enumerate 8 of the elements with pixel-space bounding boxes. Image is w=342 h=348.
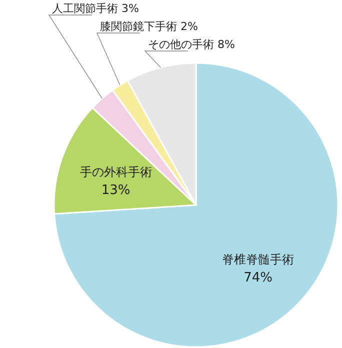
slice-label: 手の外科手術 <box>80 165 152 180</box>
data-label: 13% <box>101 183 130 198</box>
slice-label: その他の手術 8% <box>148 38 235 51</box>
slice-label: 脊椎脊髄手術 <box>222 252 294 266</box>
data-label: 74% <box>244 270 273 286</box>
slice-label: 膝関節鏡下手術 2% <box>100 20 198 33</box>
slice-label: 人工関節手術 3% <box>52 2 139 15</box>
pie-slice <box>54 62 339 348</box>
